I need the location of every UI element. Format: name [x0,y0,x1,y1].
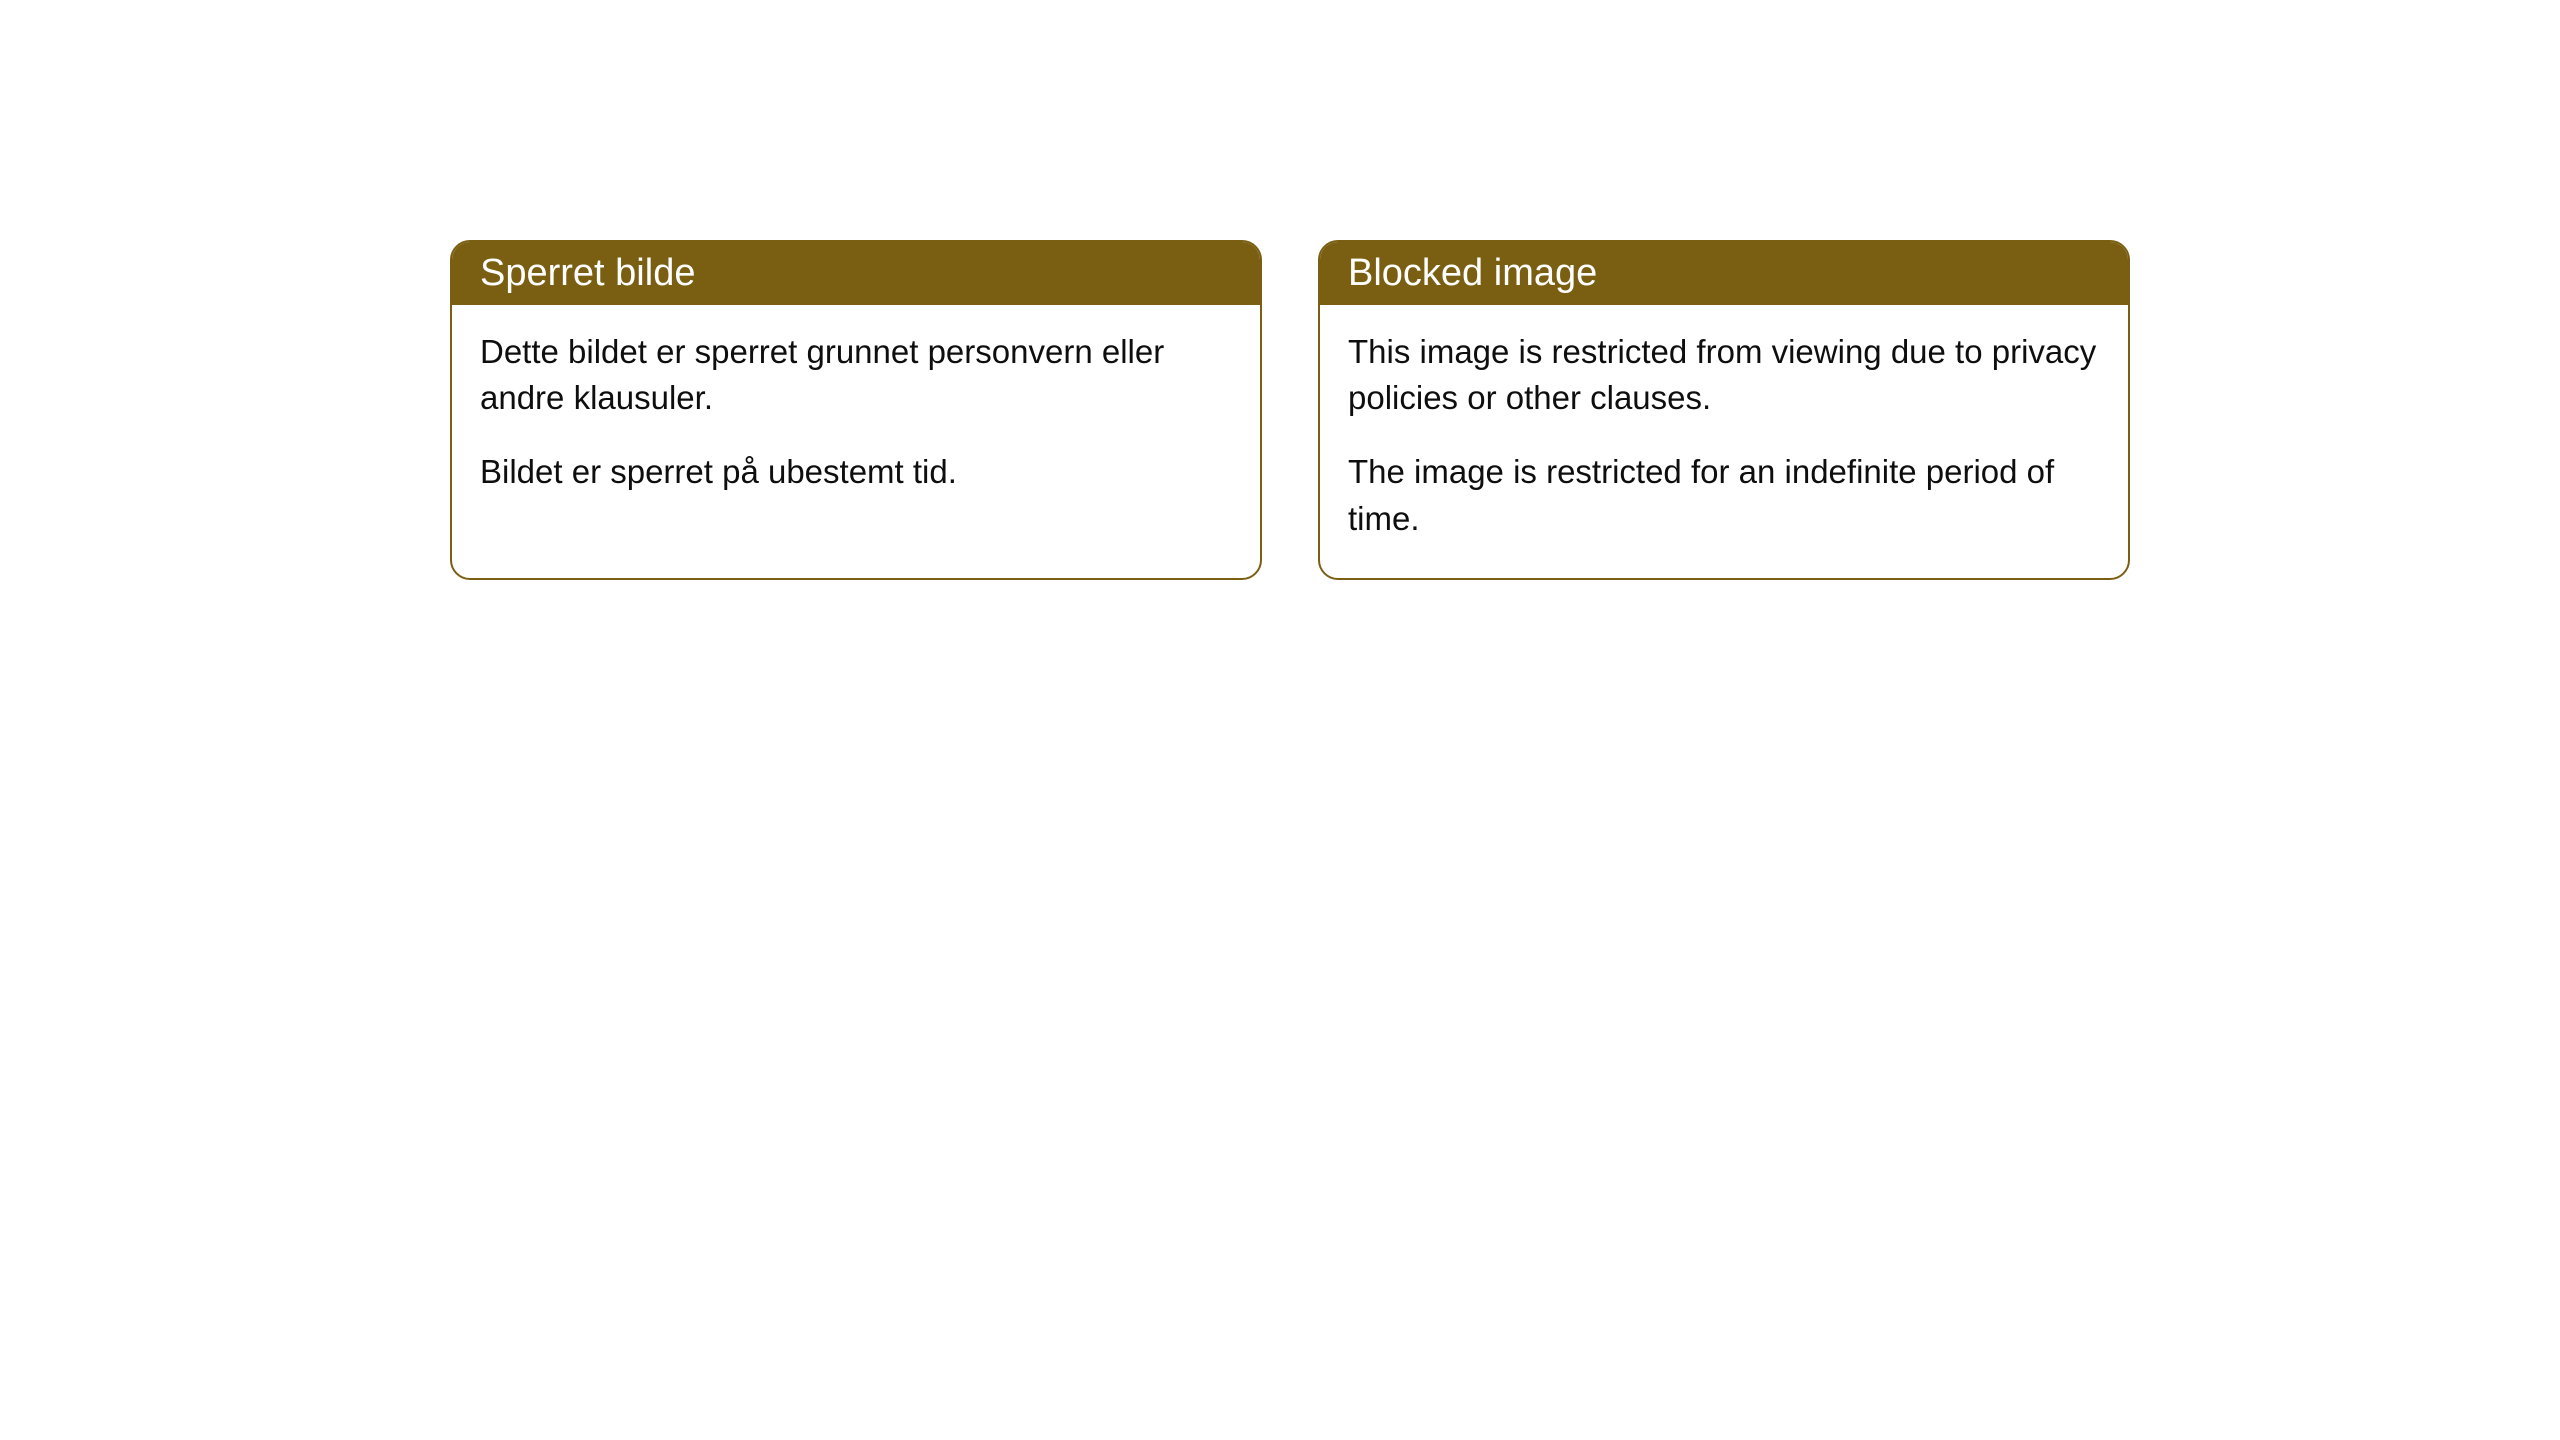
notice-container: Sperret bilde Dette bildet er sperret gr… [450,240,2560,580]
card-body: Dette bildet er sperret grunnet personve… [452,305,1260,532]
card-body: This image is restricted from viewing du… [1320,305,2128,578]
card-paragraph: This image is restricted from viewing du… [1348,329,2100,421]
card-header: Blocked image [1320,242,2128,305]
card-paragraph: The image is restricted for an indefinit… [1348,449,2100,541]
notice-card-english: Blocked image This image is restricted f… [1318,240,2130,580]
card-header: Sperret bilde [452,242,1260,305]
notice-card-norwegian: Sperret bilde Dette bildet er sperret gr… [450,240,1262,580]
card-paragraph: Dette bildet er sperret grunnet personve… [480,329,1232,421]
card-paragraph: Bildet er sperret på ubestemt tid. [480,449,1232,495]
